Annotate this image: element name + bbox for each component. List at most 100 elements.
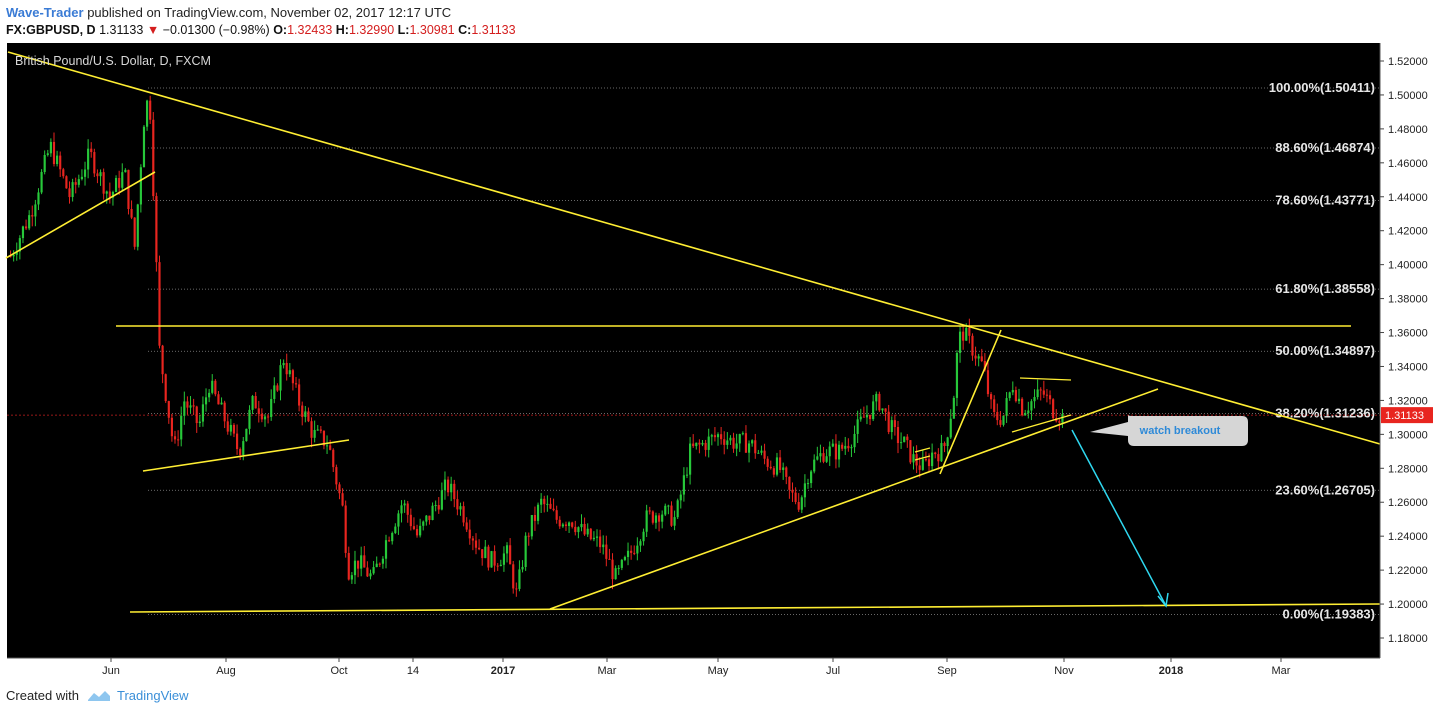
candle-body — [890, 420, 893, 433]
candle-body — [844, 445, 847, 449]
x-tick-label: May — [708, 665, 729, 677]
candle-body — [285, 363, 288, 375]
candle-body — [788, 476, 791, 490]
author-link[interactable]: Wave-Trader — [6, 5, 84, 20]
mid-support-line — [142, 439, 350, 472]
low-label: L: — [397, 23, 410, 37]
y-tick-label: 1.48000 — [1388, 124, 1428, 136]
candle-body — [692, 443, 695, 447]
candle-body — [512, 564, 515, 589]
candle-body — [571, 522, 574, 527]
candle-body — [931, 452, 934, 467]
candle-body — [1045, 394, 1049, 396]
candle-body — [819, 453, 822, 457]
candle-body — [1061, 414, 1064, 423]
candle-body — [28, 215, 31, 229]
candle-body — [614, 568, 617, 580]
candle-body — [263, 416, 267, 420]
candle-body — [698, 442, 701, 445]
candle-body — [766, 458, 769, 467]
candle-body — [487, 546, 490, 568]
candle-body — [912, 454, 915, 463]
candle-body — [338, 484, 341, 494]
candle-body — [729, 437, 732, 441]
candle-body — [499, 564, 502, 567]
candle-body — [15, 251, 18, 255]
y-tick-label: 1.38000 — [1388, 294, 1428, 306]
candle-body — [763, 450, 766, 459]
candle-body — [186, 401, 189, 408]
chart-title: British Pound/U.S. Dollar, D, FXCM — [15, 54, 211, 68]
candle-body — [173, 436, 177, 440]
candle-body — [868, 414, 872, 420]
candle-body — [1008, 392, 1011, 399]
candle-body — [1027, 410, 1030, 414]
flag-top-line — [1019, 377, 1072, 381]
candle-body — [620, 559, 623, 568]
y-tick-label: 1.44000 — [1388, 192, 1428, 204]
candle-body — [772, 468, 775, 475]
candle-body — [580, 523, 583, 528]
candle-body — [633, 552, 636, 554]
y-tick-label: 1.20000 — [1388, 599, 1428, 611]
candle-body — [378, 563, 381, 565]
tradingview-brand-link[interactable]: TradingView — [116, 688, 189, 703]
candle-body — [816, 456, 819, 460]
candle-body — [62, 169, 65, 177]
candle-body — [505, 545, 509, 554]
watch-breakout-callout — [1090, 415, 1248, 446]
down-triangle-icon: ▼ — [146, 23, 160, 37]
candle-body — [301, 405, 304, 417]
candle-body — [316, 429, 319, 431]
candle-body — [43, 154, 46, 172]
plot-area[interactable] — [7, 43, 1380, 658]
candle-body — [887, 411, 890, 433]
candle-body — [689, 443, 692, 475]
candle-body — [412, 526, 416, 530]
candle-body — [363, 555, 366, 568]
candle-body — [56, 155, 59, 165]
candle-body — [884, 408, 887, 412]
candle-body — [133, 217, 136, 247]
candle-body — [968, 327, 971, 336]
candle-body — [900, 442, 903, 444]
candle-body — [543, 498, 546, 505]
x-tick-label: Jul — [826, 665, 840, 677]
candle-body — [521, 566, 524, 570]
fib-level-label: 88.60%(1.46874) — [1275, 140, 1375, 155]
candle-body — [130, 208, 133, 218]
candle-body — [760, 450, 763, 453]
candle-body — [654, 515, 658, 523]
candle-body — [52, 141, 56, 165]
candle-body — [986, 370, 990, 395]
candle-body — [114, 177, 118, 192]
candle-body — [757, 452, 760, 454]
candle-body — [676, 500, 679, 518]
candle-body — [679, 494, 682, 501]
candle-body — [111, 191, 115, 198]
candle-body — [872, 401, 875, 420]
candle-body — [369, 573, 372, 577]
candle-body — [223, 402, 226, 422]
candle-body — [955, 352, 959, 398]
candle-body — [406, 503, 409, 515]
candle-body — [549, 503, 552, 509]
candle-body — [710, 435, 713, 437]
quote-line: FX:GBPUSD, D 1.31133 ▼ −0.01300 (−0.98%)… — [6, 21, 516, 40]
candle-body — [40, 171, 43, 193]
candle-body — [791, 489, 794, 493]
candle-body — [732, 437, 735, 449]
candle-body — [99, 172, 102, 177]
candle-body — [862, 416, 865, 418]
candle-body — [965, 327, 968, 341]
candle-body — [949, 418, 952, 438]
candle-body — [468, 529, 471, 539]
candle-body — [536, 504, 540, 521]
candle-body — [664, 505, 667, 515]
candle-body — [583, 523, 586, 535]
y-tick-label: 1.46000 — [1388, 158, 1428, 170]
candle-body — [924, 459, 928, 461]
candle-body — [828, 446, 831, 457]
candle-body — [567, 522, 571, 526]
